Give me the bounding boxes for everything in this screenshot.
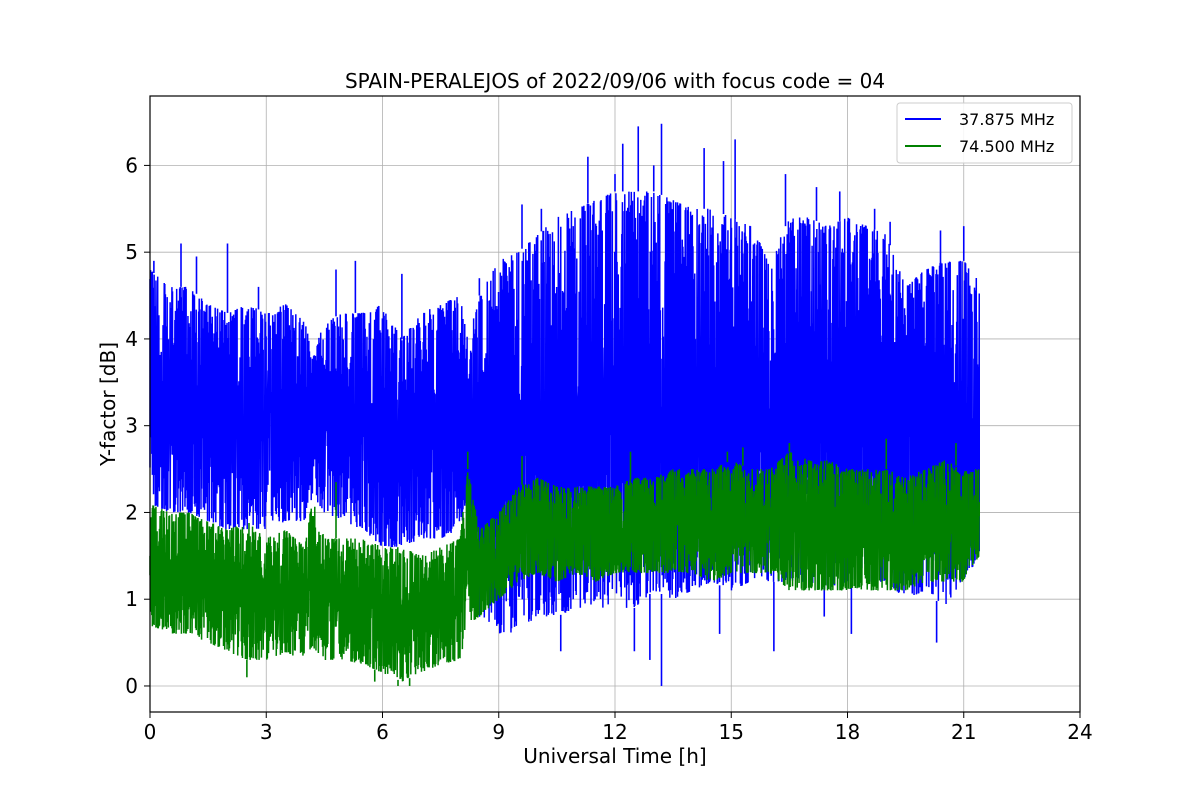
x-tick-label: 12 — [602, 720, 627, 744]
x-axis-label: Universal Time [h] — [523, 744, 706, 768]
chart-title: SPAIN-PERALEJOS of 2022/09/06 with focus… — [345, 69, 885, 93]
x-tick-label: 0 — [144, 720, 157, 744]
x-tick-label: 24 — [1067, 720, 1092, 744]
series-0 — [149, 123, 980, 686]
x-tick-label: 18 — [835, 720, 860, 744]
y-tick-label: 4 — [125, 327, 138, 351]
legend: 37.875 MHz 74.500 MHz — [896, 102, 1073, 164]
y-axis-label: Y-factor [dB] — [96, 342, 120, 467]
series-1 — [149, 438, 980, 686]
y-tick-label: 3 — [125, 414, 138, 438]
plot-area — [149, 123, 980, 686]
y-tick-label: 2 — [125, 500, 138, 524]
x-tick-label: 15 — [719, 720, 744, 744]
y-tick-label: 0 — [125, 674, 138, 698]
legend-label: 37.875 MHz — [959, 110, 1054, 129]
x-tick-label: 21 — [951, 720, 976, 744]
y-axis: 0 1 2 3 4 5 6 — [125, 153, 150, 698]
y-tick-label: 1 — [125, 587, 138, 611]
x-axis: 0 3 6 9 12 15 18 21 24 — [144, 712, 1093, 744]
x-tick-label: 3 — [260, 720, 273, 744]
y-tick-label: 6 — [125, 153, 138, 177]
x-tick-label: 9 — [492, 720, 505, 744]
y-tick-label: 5 — [125, 240, 138, 264]
x-tick-label: 6 — [376, 720, 389, 744]
series-line — [149, 191, 980, 634]
legend-label: 74.500 MHz — [959, 137, 1054, 156]
series-line — [149, 452, 980, 682]
